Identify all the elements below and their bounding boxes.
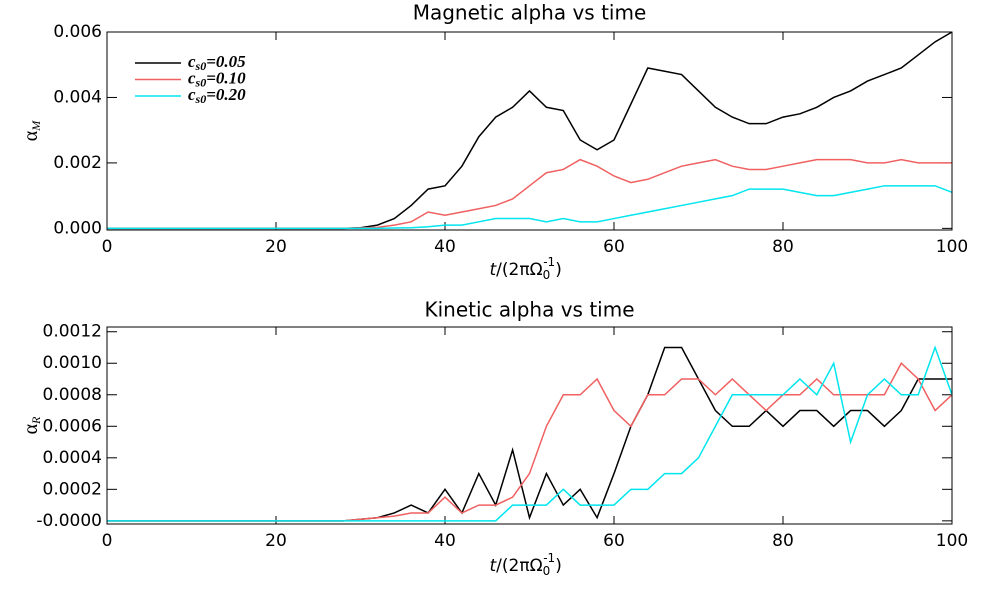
panel: Kinetic alpha vs time 0 20 40 60 80 100 -0.0000…: [20, 298, 969, 578]
legend-label: cs0=0.05: [188, 52, 246, 73]
series-line: [107, 346, 952, 522]
x-tick-label: 100: [936, 237, 968, 257]
y-tick-label: 0.002: [53, 153, 102, 173]
x-tick-label: 40: [434, 237, 456, 257]
x-axis-label: t/(2πΩ0-1): [490, 551, 562, 578]
x-axis-label: t/(2πΩ0-1): [490, 255, 562, 282]
plot-frame: [106, 31, 953, 231]
y-tick-label: 0.0010: [43, 353, 102, 373]
y-tick-label: 0.0004: [43, 448, 102, 468]
x-tick-label: 100: [936, 531, 968, 551]
y-tick-label: 0.0006: [43, 416, 102, 436]
y-tick-label: 0.0012: [43, 322, 102, 342]
legend-label: cs0=0.20: [188, 85, 246, 106]
y-axis-label: αM: [20, 120, 43, 141]
x-tick-label: 20: [265, 237, 287, 257]
x-tick-label: 0: [102, 237, 113, 257]
y-tick-label: 0.004: [53, 87, 102, 107]
y-tick-label: -0.0000: [36, 511, 102, 531]
x-tick-label: 80: [772, 237, 794, 257]
series-line: [107, 362, 953, 522]
series-line: [107, 185, 953, 230]
y-tick-label: 0.000: [53, 218, 102, 238]
series-line: [107, 345, 953, 522]
plot-frame: [106, 326, 953, 525]
x-tick-label: 60: [603, 237, 625, 257]
x-tick-label: 60: [603, 531, 625, 551]
y-axis-label: αR: [20, 416, 43, 434]
x-tick-label: 0: [102, 531, 113, 551]
x-tick-label: 80: [772, 531, 794, 551]
chart-title: Magnetic alpha vs time: [413, 1, 647, 25]
panel: Magnetic alpha vs time 0 20 40 60 80 100 0.000 0…: [20, 1, 969, 282]
y-tick-label: 0.0002: [43, 479, 102, 499]
y-tick-label: 0.0008: [43, 385, 102, 405]
legend-label: cs0=0.10: [188, 68, 246, 89]
chart-title: Kinetic alpha vs time: [425, 298, 635, 322]
x-tick-label: 40: [434, 531, 456, 551]
y-tick-label: 0.006: [53, 22, 102, 42]
x-tick-label: 20: [265, 531, 287, 551]
